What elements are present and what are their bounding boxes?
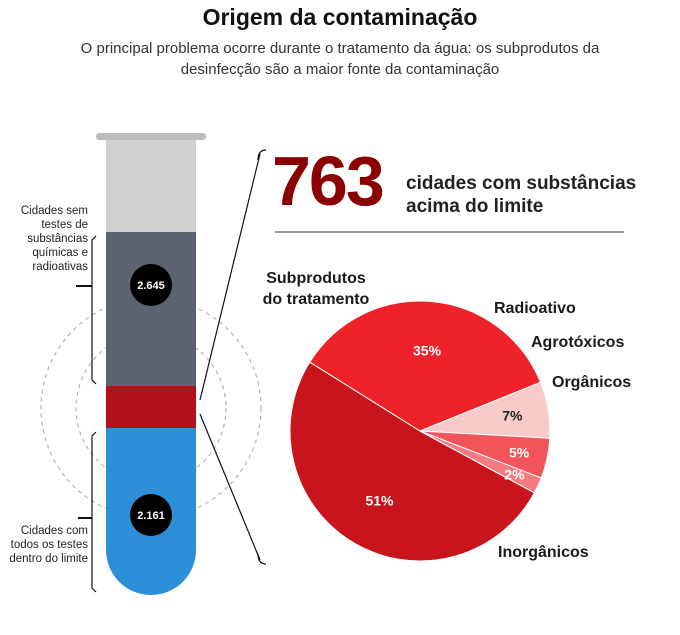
pie-value-label-3: 5% <box>509 444 530 460</box>
pie-value-label-2: 7% <box>502 408 523 424</box>
headline-text: cidades com substâncias acima do limite <box>406 173 637 217</box>
bracket-within <box>78 431 97 593</box>
within-count-badge <box>130 494 172 536</box>
page-title: Origem da contaminação <box>202 4 478 30</box>
test-tube <box>106 140 196 595</box>
page-subtitle: O principal problema ocorre durante o tr… <box>80 40 600 78</box>
pie-value-label-0: 51% <box>365 493 394 509</box>
tube-rim <box>96 133 206 140</box>
category-label-organicos: Orgânicos <box>552 374 632 391</box>
category-label-subprodutos: Subprodutos do tratamento <box>262 270 370 308</box>
untested-label: Cidades sem testes de substâncias químic… <box>20 205 88 273</box>
pie-value-label-4: 2% <box>504 467 525 483</box>
tube-empty-section <box>106 140 196 232</box>
pie-slice-4 <box>419 430 542 494</box>
bracket-untested <box>76 235 97 385</box>
untested-count-badge <box>130 264 172 306</box>
untested-count: 2.645 <box>137 280 165 292</box>
pie-chart: 51% 35% 7% 5% 2% <box>289 300 551 562</box>
connector-bracket <box>199 149 267 565</box>
category-label-agrotoxicos: Agrotóxicos <box>531 334 625 351</box>
pie-slice-0 <box>289 361 536 562</box>
category-label-radioativo: Radioativo <box>494 300 576 317</box>
tube-above-limit-section <box>106 386 196 428</box>
headline-number: 763 <box>272 142 385 220</box>
tube-untested-section <box>106 232 196 386</box>
within-label: Cidades com todos os testes dentro do li… <box>9 525 88 565</box>
within-count: 2.161 <box>137 510 165 522</box>
pie-value-label-1: 35% <box>413 343 442 359</box>
category-label-inorganicos: Inorgânicos <box>498 544 589 561</box>
pie-slice-1 <box>309 300 542 432</box>
